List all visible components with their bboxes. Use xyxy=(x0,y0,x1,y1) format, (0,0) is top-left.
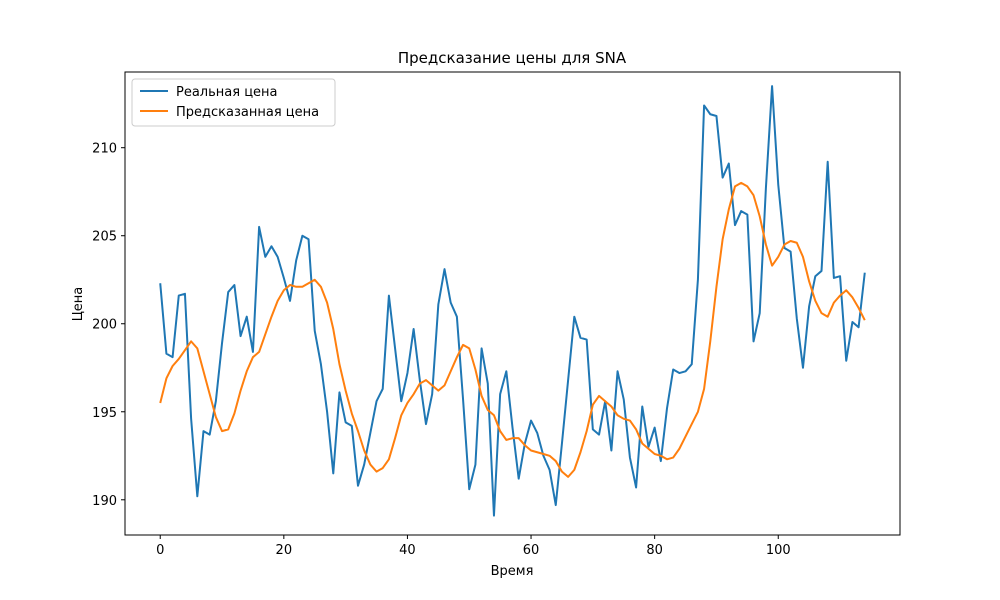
y-tick-label: 190 xyxy=(92,494,117,509)
x-tick-label: 0 xyxy=(156,543,164,558)
x-tick-label: 60 xyxy=(523,543,540,558)
x-axis-label: Время xyxy=(491,564,534,579)
y-axis-label: Цена xyxy=(71,287,86,322)
x-tick-label: 40 xyxy=(399,543,416,558)
legend: Реальная цена Предсказанная цена xyxy=(131,78,336,127)
series-line-real xyxy=(159,85,866,517)
y-tick-label: 195 xyxy=(92,406,117,421)
series-line-predicted xyxy=(159,181,866,478)
y-tick-label: 210 xyxy=(92,142,117,157)
x-tick-label: 100 xyxy=(766,543,791,558)
x-tick-label: 80 xyxy=(646,543,663,558)
chart-title: Предсказание цены для SNA xyxy=(398,49,627,67)
series-lines xyxy=(159,85,866,517)
y-tick-label: 205 xyxy=(92,230,117,245)
legend-label-predicted: Предсказанная цена xyxy=(176,105,319,120)
y-tick-label: 200 xyxy=(92,318,117,333)
plot-frame xyxy=(124,71,901,536)
axis-ticks: 0 20 40 60 80 100 190 195 200 205 210 xyxy=(92,142,790,558)
legend-box xyxy=(131,78,336,127)
legend-label-real: Реальная цена xyxy=(176,85,278,100)
x-tick-label: 20 xyxy=(276,543,293,558)
